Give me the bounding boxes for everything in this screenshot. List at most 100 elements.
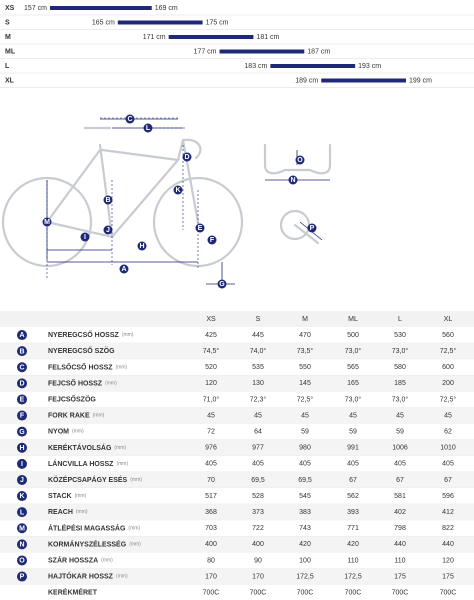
table-row-bg (0, 407, 474, 424)
size-bar (117, 20, 203, 25)
cell-value: 72,5° (440, 395, 457, 403)
cell-value: 59 (301, 428, 309, 435)
cell-value: 73,0° (392, 347, 409, 355)
table-row-bg (0, 584, 474, 600)
letter-badge-text: A (121, 266, 126, 273)
size-label: XS (5, 5, 15, 12)
table-row-bg (0, 455, 474, 472)
cell-value: 991 (347, 445, 359, 452)
row-name: KERÉKTÁVOLSÁG (mm) (48, 443, 126, 452)
letter-badge-text: I (84, 234, 86, 241)
cell-value: 175 (442, 573, 454, 580)
cell-value: 373 (252, 509, 264, 516)
row-name-text: KORMÁNYSZÉLESSÉG (48, 539, 127, 548)
cell-value: 700C (250, 589, 267, 596)
letter-badge (103, 195, 113, 205)
cell-value: 45 (349, 412, 357, 419)
cell-value: 822 (442, 525, 454, 532)
row-name: FEJCSŐ HOSSZ (mm) (48, 378, 117, 387)
cell-value: 580 (394, 364, 406, 371)
size-label: L (5, 63, 10, 70)
table-row-bg (0, 359, 474, 376)
cell-value: 45 (396, 412, 404, 419)
cell-value: 80 (207, 557, 215, 564)
table-header-bg (0, 311, 474, 327)
cell-value: 405 (299, 461, 311, 468)
row-name: KORMÁNYSZÉLESSÉG (mm) (48, 539, 141, 548)
size-label: M (5, 34, 11, 41)
cell-value: 69,5 (298, 477, 312, 484)
cell-value: 700C (440, 589, 457, 596)
letter-badge (217, 279, 227, 289)
min-label: 189 cm (295, 77, 318, 84)
cell-value: 743 (299, 525, 311, 532)
letter-badge (17, 378, 27, 389)
cell-value: 120 (205, 380, 217, 387)
cell-value: 64 (254, 428, 262, 435)
cell-value: 545 (299, 493, 311, 500)
cell-value: 74,5° (203, 347, 220, 355)
row-name-text: FEJCSŐSZÖG (48, 394, 96, 403)
row-name: FEJCSŐSZÖG (48, 394, 96, 403)
cell-value: 368 (205, 509, 217, 516)
row-unit: (mm) (122, 332, 134, 338)
cell-value: 528 (252, 493, 264, 500)
cell-value: 517 (205, 493, 217, 500)
letter-badge-text: F (20, 413, 25, 420)
row-name: FORK RAKE (mm) (48, 412, 105, 419)
handlebar (263, 143, 332, 175)
row-name: LÁNCVILLA HOSSZ (mm) (48, 459, 128, 468)
cell-value: 73,0° (345, 395, 362, 403)
letter-badge (17, 571, 27, 582)
letter-badge-text: E (198, 225, 203, 232)
size-bar (321, 78, 406, 83)
cell-value: 500 (347, 332, 359, 339)
letter-badge-text: P (310, 225, 315, 232)
row-name: SZÁR HOSSZA (mm) (48, 555, 113, 564)
max-label: 169 cm (155, 5, 178, 12)
cell-value: 73,0° (345, 347, 362, 355)
size-bar (219, 49, 305, 54)
letter-badge (17, 426, 27, 437)
cell-value: 1010 (440, 445, 456, 452)
max-label: 187 cm (307, 48, 330, 55)
row-name-text: NYOM (48, 428, 69, 435)
cell-value: 45 (444, 412, 452, 419)
cell-value: 73,0° (392, 395, 409, 403)
cell-value: 405 (394, 461, 406, 468)
cell-value: 980 (299, 445, 311, 452)
cell-value: 470 (299, 332, 311, 339)
cell-value: 67 (349, 477, 357, 484)
cell-value: 700C (345, 589, 362, 596)
row-unit: (mm) (76, 509, 88, 515)
max-label: 199 cm (409, 77, 432, 84)
cell-value: 72 (207, 428, 215, 435)
size-bar (50, 6, 152, 10)
cell-value: 72,5° (440, 347, 457, 355)
letter-badge (17, 362, 27, 373)
letter-badge-text: D (184, 154, 189, 161)
letter-badge (17, 394, 27, 405)
letter-badge-text: O (19, 558, 25, 565)
cell-value: 565 (347, 364, 359, 371)
table-row-bg (0, 343, 474, 360)
cell-value: 700C (203, 589, 220, 596)
table-row-bg (0, 471, 474, 488)
row-name: FELSŐCSŐ HOSSZ (mm) (48, 362, 128, 371)
letter-badge (42, 217, 52, 227)
cell-value: 59 (349, 428, 357, 435)
cell-value: 550 (299, 364, 311, 371)
size-label: XL (5, 77, 15, 84)
size-bar (168, 35, 254, 39)
row-name: REACH (mm) (48, 509, 88, 516)
cell-value: 1006 (392, 445, 408, 452)
size-label: ML (5, 48, 16, 55)
letter-badge (17, 346, 27, 357)
letter-badge (17, 474, 27, 485)
cell-value: 74,0° (250, 347, 267, 355)
column-header: S (256, 316, 261, 323)
letter-badge (125, 114, 135, 124)
min-label: 165 cm (92, 19, 115, 26)
cell-value: 400 (205, 541, 217, 548)
cell-value: 405 (252, 461, 264, 468)
